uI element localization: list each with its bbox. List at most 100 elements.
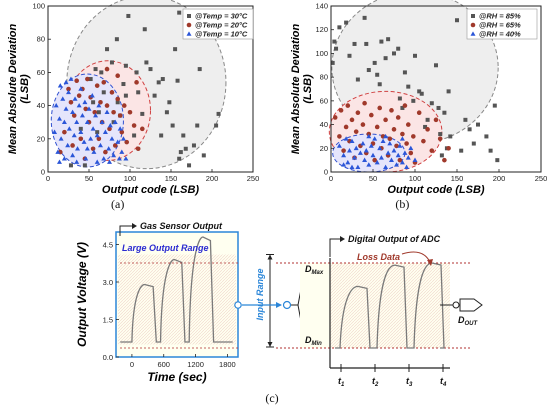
legend-label: @RH = 85% <box>479 12 521 21</box>
data-point <box>160 77 165 82</box>
data-point <box>104 103 110 108</box>
x-tick-label: 600 <box>157 360 170 369</box>
x-tick-label: 250 <box>247 174 260 183</box>
data-point <box>82 99 88 105</box>
data-point <box>406 84 411 89</box>
data-point <box>402 103 408 108</box>
data-point <box>88 77 93 82</box>
data-point <box>402 150 408 155</box>
data-point <box>380 138 386 143</box>
input-range-label: Input Range <box>255 269 265 321</box>
data-point <box>76 103 82 108</box>
data-point <box>94 159 100 164</box>
data-point <box>366 68 371 73</box>
legend-box <box>466 8 538 40</box>
data-point <box>68 76 74 81</box>
data-point <box>442 110 447 115</box>
data-point <box>360 140 366 146</box>
data-point <box>115 100 120 105</box>
data-point <box>127 109 133 115</box>
data-point <box>471 141 476 146</box>
data-point <box>387 136 393 142</box>
y-tick-label: 140 <box>315 2 328 11</box>
legend-marker <box>470 22 476 28</box>
data-point <box>337 134 342 139</box>
panel-label: (b) <box>395 197 409 211</box>
data-point <box>459 148 464 153</box>
data-point <box>383 164 389 170</box>
data-point <box>446 145 451 151</box>
data-point <box>195 123 200 128</box>
data-point <box>396 46 401 51</box>
data-point <box>400 131 405 137</box>
data-point <box>101 156 107 161</box>
data-point <box>81 139 87 144</box>
data-point <box>134 80 139 85</box>
legend-label: @RH = 40% <box>479 30 521 39</box>
data-point <box>75 146 81 151</box>
data-point <box>399 136 405 141</box>
data-point <box>106 146 112 151</box>
connector-arrowhead <box>276 302 282 308</box>
data-point <box>124 139 130 145</box>
data-point <box>132 133 137 138</box>
data-point <box>476 122 480 127</box>
data-point <box>99 119 105 124</box>
data-point <box>58 136 64 141</box>
x-tick-label: 1200 <box>187 360 204 369</box>
data-point <box>66 89 71 95</box>
legend-arrowhead <box>132 223 137 229</box>
data-point <box>93 67 98 72</box>
plot-frame <box>47 5 254 173</box>
data-point <box>104 66 110 72</box>
data-point <box>362 100 367 106</box>
data-point <box>62 129 67 135</box>
data-point <box>442 157 447 163</box>
data-point <box>120 136 126 141</box>
data-point <box>392 51 396 56</box>
data-point <box>411 98 416 103</box>
data-point <box>121 103 127 108</box>
data-point <box>421 138 426 144</box>
data-point <box>417 89 422 94</box>
data-point <box>65 142 71 148</box>
legend-marker <box>186 22 192 28</box>
data-point <box>429 101 434 106</box>
data-point <box>126 13 131 18</box>
data-point <box>385 150 391 155</box>
hatch-region <box>118 254 236 345</box>
plot-frame <box>115 231 239 358</box>
data-point <box>70 109 76 115</box>
data-point <box>117 113 123 118</box>
data-point <box>366 162 372 167</box>
y-tick-label: 20 <box>37 134 45 143</box>
data-point <box>116 156 122 161</box>
data-point <box>345 103 351 108</box>
panel-c: 0 600 1200 1800 0.0 1.5 3.0 4.5 Time (sec) Output… <box>75 221 483 405</box>
data-point <box>109 136 115 141</box>
y-tick-label: 100 <box>315 49 328 58</box>
data-point <box>425 127 430 132</box>
data-point <box>345 159 351 165</box>
data-point <box>78 126 83 131</box>
data-point <box>341 152 347 158</box>
y-tick-label: 1.5 <box>103 316 113 325</box>
legend-label: @Temp = 10°C <box>195 30 248 39</box>
data-point <box>455 18 459 23</box>
data-point <box>167 100 172 105</box>
data-point <box>86 106 92 111</box>
data-point <box>336 143 342 148</box>
data-point <box>72 96 78 101</box>
x-tick-label: 100 <box>409 174 422 183</box>
data-point <box>343 124 349 130</box>
data-point <box>148 67 153 72</box>
data-point <box>439 153 444 158</box>
data-point <box>425 117 430 122</box>
arrowhead <box>267 254 273 260</box>
data-point <box>436 105 441 110</box>
data-point <box>91 149 97 154</box>
data-point <box>492 103 497 108</box>
data-point <box>360 122 366 127</box>
data-point <box>334 46 339 51</box>
